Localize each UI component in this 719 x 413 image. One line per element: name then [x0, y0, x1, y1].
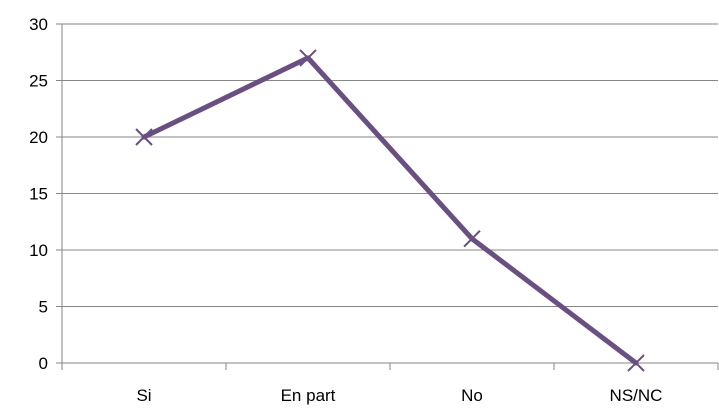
marker-stroke: [463, 229, 481, 248]
marker-stroke: [135, 128, 153, 146]
y-tick-label: 10: [29, 241, 48, 260]
marker-stroke: [299, 49, 317, 67]
series-lines: [141, 55, 639, 366]
series-line: [141, 55, 639, 366]
data-point-marker: [299, 49, 317, 67]
x-axis-tick-labels: Si En part No NS/NC: [136, 386, 662, 405]
data-point-marker: [627, 354, 645, 372]
y-tick-label: 30: [29, 15, 48, 34]
data-point-marker: [463, 229, 481, 248]
y-tick-label: 5: [39, 298, 48, 317]
x-tick-label: En part: [281, 386, 336, 405]
x-tick-label: No: [461, 386, 483, 405]
y-tick-label: 25: [29, 72, 48, 91]
data-point-marker: [135, 128, 153, 146]
y-tick-label: 20: [29, 128, 48, 147]
x-tick-label: NS/NC: [610, 386, 663, 405]
y-axis-tick-labels: 0 5 10 15 20 25 30: [29, 15, 48, 373]
axes: [56, 23, 719, 370]
marker-stroke: [627, 354, 645, 372]
gridlines: [62, 23, 718, 307]
y-tick-label: 0: [39, 354, 48, 373]
x-tick-label: Si: [136, 386, 151, 405]
data-point-markers: [135, 49, 645, 372]
y-tick-label: 15: [29, 185, 48, 204]
